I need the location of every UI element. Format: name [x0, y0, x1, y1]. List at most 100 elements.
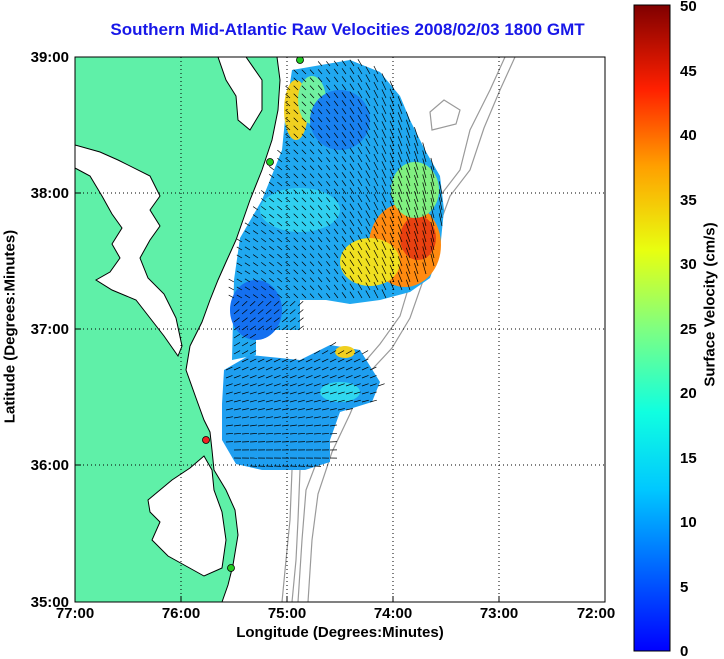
velocity-arrow: [373, 225, 379, 235]
velocity-arrow: [293, 117, 299, 123]
velocity-arrow: [349, 67, 355, 75]
velocity-arrow: [326, 261, 331, 267]
velocity-arrow: [326, 101, 331, 107]
velocity-arrow: [422, 190, 427, 203]
velocity-arrow: [333, 228, 339, 235]
velocity-arrow: [397, 192, 403, 203]
velocity-arrow: [333, 196, 339, 203]
velocity-arrow: [373, 129, 379, 139]
velocity-arrow: [361, 383, 369, 387]
velocity-arrow: [285, 149, 291, 155]
velocity-arrow: [353, 358, 361, 363]
velocity-arrow: [349, 283, 355, 291]
velocity-arrow: [430, 197, 435, 211]
velocity-arrow: [397, 208, 403, 219]
velocity-arrow: [373, 105, 379, 115]
velocity-arrow: [345, 366, 353, 371]
velocity-arrow: [301, 277, 307, 283]
velocity-arrow: [381, 265, 387, 275]
velocity-arrow: [293, 197, 299, 203]
velocity-arrow: [373, 73, 379, 83]
velocity-arrow: [377, 383, 385, 387]
velocity-arrow: [289, 391, 297, 395]
velocity-arrow: [244, 230, 251, 235]
velocity-arrow: [269, 182, 275, 187]
velocity-arrow: [373, 193, 379, 203]
velocity-arrow: [438, 181, 443, 195]
velocity-arrow: [241, 383, 249, 387]
velocity-arrow: [252, 294, 259, 299]
velocity-arrow: [357, 171, 363, 179]
velocity-arrow: [422, 198, 427, 211]
velocity-arrow: [333, 260, 339, 267]
velocity-arrow: [309, 141, 315, 147]
velocity-arrow: [405, 135, 411, 147]
velocity-arrow: [244, 278, 251, 283]
velocity-arrow: [260, 254, 267, 259]
velocity-arrow: [405, 111, 411, 123]
velocity-arrow: [289, 309, 296, 315]
velocity-arrow: [317, 117, 323, 123]
velocity-arrow: [357, 283, 363, 291]
velocity-arrow: [257, 309, 264, 315]
velocity-arrow: [326, 93, 331, 99]
velocity-arrow: [273, 317, 280, 323]
velocity-arrow: [285, 117, 291, 123]
velocity-arrow: [301, 245, 307, 251]
velocity-arrow: [233, 375, 241, 379]
velocity-arrow: [281, 366, 289, 371]
velocity-arrow: [233, 309, 240, 315]
velocity-arrow: [353, 366, 361, 371]
velocity-arrow: [373, 185, 379, 195]
velocity-arrow: [244, 254, 251, 259]
velocity-arrow: [241, 424, 249, 427]
velocity-arrow: [321, 432, 330, 435]
velocity-arrow: [365, 258, 371, 267]
velocity-arrow: [313, 375, 321, 379]
velocity-arrow: [233, 424, 241, 427]
velocity-arrow: [293, 149, 299, 155]
velocity-arrow: [309, 133, 315, 139]
velocity-arrow: [269, 270, 275, 275]
velocity-arrow: [345, 391, 353, 395]
velocity-arrow: [329, 358, 337, 363]
velocity-arrow: [297, 424, 305, 427]
velocity-arrow: [438, 213, 443, 227]
velocity-arrow: [233, 317, 240, 323]
velocity-arrow: [389, 88, 395, 99]
velocity-arrow: [317, 133, 323, 139]
velocity-arrow: [353, 350, 361, 355]
velocity-arrow: [357, 163, 363, 171]
velocity-arrow: [285, 269, 291, 275]
velocity-arrow: [326, 197, 331, 203]
velocity-arrow: [293, 221, 299, 227]
velocity-arrow: [317, 93, 323, 99]
velocity-arrow: [326, 133, 331, 139]
velocity-arrow: [244, 262, 251, 267]
velocity-arrow: [349, 59, 355, 67]
velocity-arrow: [252, 238, 259, 243]
velocity-arrow: [349, 291, 355, 299]
velocity-arrow: [397, 280, 403, 291]
velocity-arrow: [430, 157, 435, 171]
velocity-arrow: [337, 375, 345, 379]
velocity-arrow: [297, 317, 304, 323]
velocity-arrow: [422, 214, 427, 227]
velocity-arrow: [317, 149, 323, 155]
velocity-arrow: [353, 391, 361, 395]
velocity-arrow: [285, 165, 291, 171]
velocity-arrow: [357, 251, 363, 259]
velocity-arrow: [381, 153, 387, 163]
velocity-arrow: [381, 73, 387, 83]
speed-mid-green: [391, 162, 439, 218]
velocity-arrow: [277, 221, 283, 227]
velocity-arrow: [236, 270, 243, 275]
velocity-arrow: [257, 408, 265, 411]
velocity-arrow: [365, 106, 371, 115]
velocity-arrow: [397, 128, 403, 139]
velocity-arrow: [405, 191, 411, 203]
velocity-arrow: [397, 160, 403, 171]
velocity-arrow: [333, 84, 339, 91]
velocity-arrow: [249, 432, 258, 435]
velocity-arrow: [269, 254, 275, 259]
